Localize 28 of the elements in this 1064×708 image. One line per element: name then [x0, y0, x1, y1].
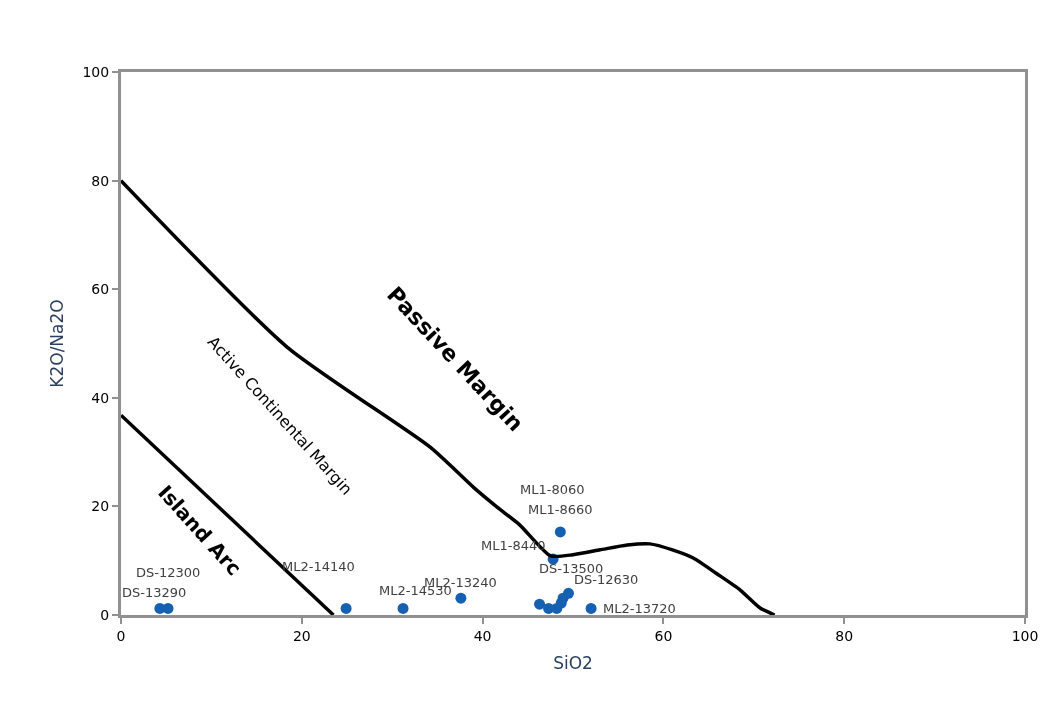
point — [585, 602, 597, 614]
annotation: ML2-13720 — [603, 601, 676, 616]
x-tick-label: 0 — [116, 627, 126, 644]
x-tick-label: 80 — [835, 627, 854, 644]
annotation: DS-12300 — [136, 565, 201, 580]
point — [562, 587, 574, 599]
annotation: DS-13290 — [122, 585, 187, 600]
x-tick-label: 60 — [654, 627, 673, 644]
y-axis-title: K2O/Na2O — [47, 299, 68, 388]
point — [455, 592, 467, 604]
annotation: ML1-8660 — [528, 502, 593, 517]
line-series — [121, 178, 777, 615]
point — [340, 602, 352, 614]
y-tick-label: 20 — [91, 498, 110, 515]
annotation: ML2-14140 — [282, 559, 355, 574]
x-tick-label: 20 — [292, 627, 311, 644]
point — [534, 598, 546, 610]
point — [554, 526, 566, 538]
point — [397, 602, 409, 614]
y-tick-label: 80 — [91, 172, 110, 189]
y-tick-label: 60 — [91, 281, 110, 298]
annotation: ML1-8060 — [520, 482, 585, 497]
y-tick-label: 0 — [100, 606, 110, 623]
x-axis-title: SiO2 — [553, 653, 593, 674]
y-tick-label: 100 — [82, 63, 110, 80]
x-tick-label: 100 — [1011, 627, 1039, 644]
x-tick-label: 40 — [473, 627, 492, 644]
y-tick-label: 40 — [91, 389, 110, 406]
